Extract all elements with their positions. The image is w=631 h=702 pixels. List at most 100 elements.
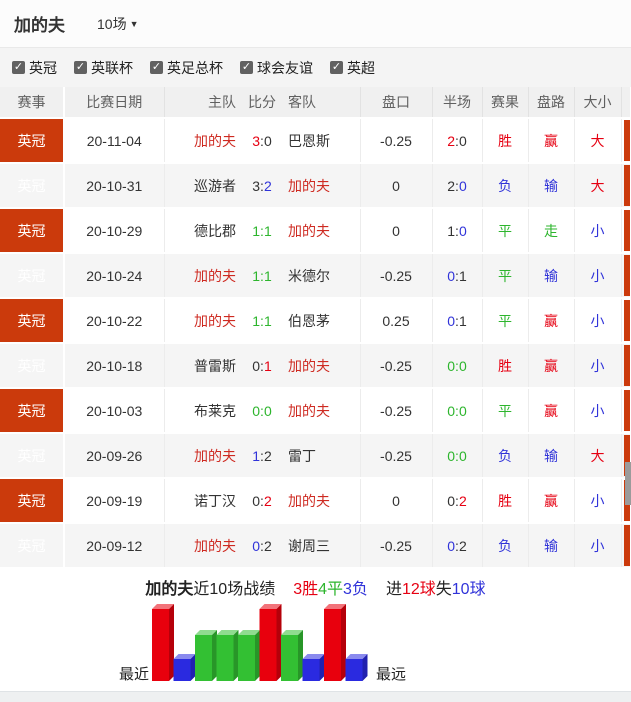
score-cell: 0:0	[240, 388, 284, 434]
away-team-cell: 加的夫	[284, 208, 361, 254]
form-bar-win	[324, 604, 346, 681]
column-header: 半场	[432, 87, 483, 119]
over-under-cell: 小	[574, 253, 622, 299]
league-badge: 英冠	[0, 298, 65, 344]
edge-stripe	[624, 255, 630, 296]
result-cell: 胜	[482, 343, 529, 389]
form-bar-win	[152, 604, 174, 681]
match-row: 英冠 20-10-18 普雷斯 0:1 加的夫 -0.25 0:0 胜赢小	[0, 343, 630, 389]
home-team-cell: 德比郡	[164, 208, 240, 254]
half-time-cell: 0:0	[432, 388, 483, 434]
row-edge-cell	[621, 298, 630, 344]
over-under-cell: 小	[574, 208, 622, 254]
score-cell: 1:1	[240, 253, 284, 299]
league-badge: 英冠	[0, 478, 65, 524]
row-edge-cell	[621, 163, 630, 209]
score-cell: 0:2	[240, 523, 284, 569]
handicap-cell: -0.25	[360, 343, 433, 389]
half-time-cell: 0:2	[432, 478, 483, 524]
form-bar-draw	[195, 630, 217, 681]
edge-stripe	[624, 525, 630, 566]
league-filter-label: 球会友谊	[257, 59, 313, 76]
over-under-cell: 小	[574, 478, 622, 524]
recent-form-chart: 最近 最远	[119, 604, 406, 683]
over-under-cell: 小	[574, 343, 622, 389]
edge-stripe	[624, 210, 630, 251]
match-date-cell: 20-10-24	[64, 253, 165, 299]
column-header: 比分	[240, 87, 284, 119]
league-filter-label: 英超	[347, 59, 375, 76]
scrollbar-thumb[interactable]	[625, 462, 631, 505]
league-filter-label: 英足总杯	[167, 59, 223, 76]
match-date-cell: 20-10-03	[64, 388, 165, 434]
match-count-dropdown[interactable]: 10场 ▼	[97, 14, 139, 34]
match-row: 英冠 20-10-24 加的夫 1:1 米德尔 -0.25 0:1 平输小	[0, 253, 630, 299]
row-edge-cell	[621, 388, 630, 434]
handicap-result-cell: 赢	[528, 298, 575, 344]
handicap-cell: 0	[360, 478, 433, 524]
away-team-cell: 雷丁	[284, 433, 361, 479]
match-row: 英冠 20-11-04 加的夫 3:0 巴恩斯 -0.25 2:0 胜赢大	[0, 118, 630, 164]
home-team-cell: 加的夫	[164, 433, 240, 479]
edge-stripe	[624, 345, 630, 386]
column-header: 主队	[164, 87, 240, 119]
form-bar-loss	[345, 654, 368, 681]
summary-draws: 4平	[318, 581, 344, 598]
league-filter[interactable]: ✓ 英足总杯	[150, 58, 223, 78]
result-cell: 平	[482, 388, 529, 434]
summary-team: 加的夫	[145, 581, 194, 598]
home-team-cell: 布莱克	[164, 388, 240, 434]
handicap-result-cell: 输	[528, 523, 575, 569]
form-bar-loss	[173, 654, 196, 681]
league-filterbar: ✓ 英冠 ✓ 英联杯 ✓ 英足总杯 ✓ 球会友谊 ✓ 英超	[0, 48, 631, 87]
away-team-cell: 伯恩茅	[284, 298, 361, 344]
handicap-cell: 0.25	[360, 298, 433, 344]
league-filter[interactable]: ✓ 英冠	[12, 58, 57, 78]
handicap-cell: -0.25	[360, 388, 433, 434]
score-cell: 1:1	[240, 208, 284, 254]
league-filter[interactable]: ✓ 英超	[330, 58, 375, 78]
league-filter[interactable]: ✓ 球会友谊	[240, 58, 313, 78]
league-filter[interactable]: ✓ 英联杯	[74, 58, 133, 78]
away-team-cell: 米德尔	[284, 253, 361, 299]
score-cell: 0:1	[240, 343, 284, 389]
handicap-cell: 0	[360, 163, 433, 209]
match-table: 赛事 比赛日期 主队 比分 客队 盘口 半场 赛果 盘路 大小 英冠 20-11-04 加的夫 3:0 巴…	[0, 87, 630, 569]
home-team-cell: 加的夫	[164, 253, 240, 299]
checkbox-checked-icon: ✓	[74, 61, 87, 74]
result-cell: 负	[482, 163, 529, 209]
summary-goals-against: 10球	[451, 581, 486, 598]
home-team-cell: 加的夫	[164, 118, 240, 164]
summary-goals-against-prefix: 失	[435, 581, 452, 598]
match-row: 英冠 20-09-19 诺丁汉 0:2 加的夫 0 0:2 胜赢小	[0, 478, 630, 524]
form-bar-draw	[216, 630, 239, 681]
match-date-cell: 20-10-22	[64, 298, 165, 344]
table-header-row: 赛事 比赛日期 主队 比分 客队 盘口 半场 赛果 盘路 大小	[0, 87, 630, 119]
league-filter-label: 英联杯	[91, 59, 133, 76]
result-cell: 平	[482, 253, 529, 299]
away-team-cell: 巴恩斯	[284, 118, 361, 164]
match-date-cell: 20-09-12	[64, 523, 165, 569]
footer-divider	[0, 691, 631, 702]
form-bar-draw	[238, 630, 260, 681]
half-time-cell: 0:0	[432, 433, 483, 479]
over-under-cell: 大	[574, 163, 622, 209]
half-time-cell: 2:0	[432, 118, 483, 164]
home-team-cell: 诺丁汉	[164, 478, 240, 524]
league-badge: 英冠	[0, 388, 65, 434]
league-filter-label: 英冠	[29, 59, 57, 76]
column-header: 客队	[284, 87, 361, 119]
half-time-cell: 0:1	[432, 298, 483, 344]
score-cell: 1:1	[240, 298, 284, 344]
half-time-cell: 0:1	[432, 253, 483, 299]
row-edge-cell	[621, 253, 630, 299]
column-header: 大小	[574, 87, 622, 119]
result-cell: 负	[482, 433, 529, 479]
handicap-cell: -0.25	[360, 523, 433, 569]
handicap-result-cell: 输	[528, 433, 575, 479]
result-cell: 胜	[482, 478, 529, 524]
header-edge-cell	[621, 87, 630, 119]
result-cell: 胜	[482, 118, 529, 164]
handicap-cell: -0.25	[360, 253, 433, 299]
summary-goals-for-prefix: 进	[385, 581, 402, 598]
